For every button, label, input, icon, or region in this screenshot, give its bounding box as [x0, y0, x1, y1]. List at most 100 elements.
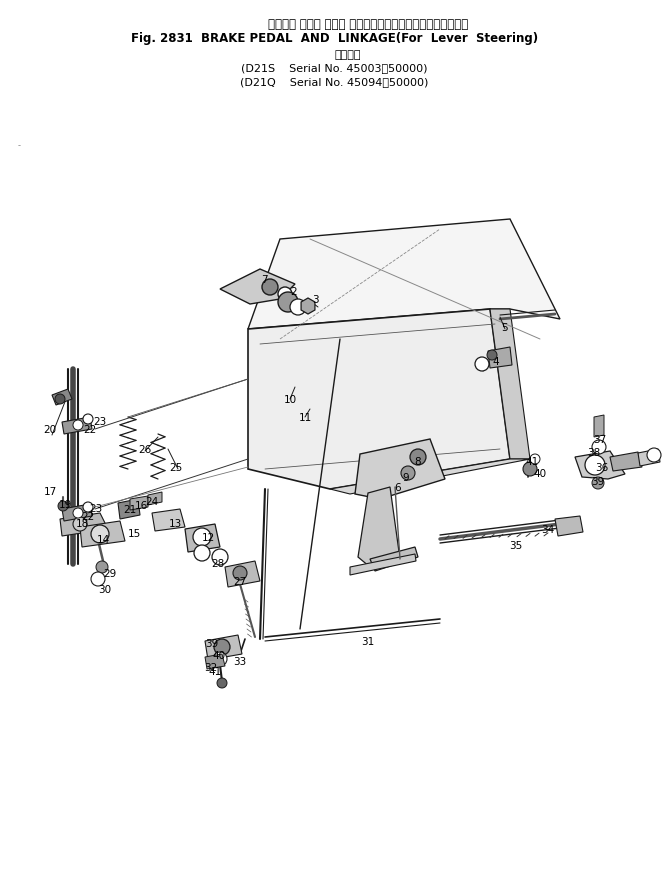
Text: 12: 12	[201, 532, 215, 542]
Text: 24: 24	[145, 496, 159, 506]
Text: 38: 38	[587, 447, 601, 458]
Text: 8: 8	[415, 457, 421, 467]
Text: 5: 5	[500, 323, 507, 332]
Text: (D21Q    Serial No. 45094～50000): (D21Q Serial No. 45094～50000)	[240, 77, 429, 87]
Polygon shape	[358, 488, 400, 567]
Text: (D21S    Serial No. 45003～50000): (D21S Serial No. 45003～50000)	[242, 63, 427, 73]
Circle shape	[475, 358, 489, 372]
Polygon shape	[301, 299, 315, 315]
Text: 10: 10	[284, 395, 296, 404]
Text: 41: 41	[525, 457, 539, 467]
Circle shape	[83, 415, 93, 424]
Circle shape	[592, 440, 606, 454]
Circle shape	[585, 455, 605, 475]
Circle shape	[212, 549, 228, 566]
Circle shape	[193, 529, 211, 546]
Polygon shape	[80, 522, 125, 547]
Circle shape	[647, 448, 661, 462]
Text: 16: 16	[134, 501, 148, 510]
Circle shape	[194, 545, 210, 561]
Circle shape	[487, 351, 497, 360]
Polygon shape	[205, 654, 225, 669]
Circle shape	[83, 503, 93, 512]
Text: 29: 29	[104, 568, 116, 578]
Text: 15: 15	[127, 529, 140, 538]
Polygon shape	[488, 347, 512, 368]
Circle shape	[213, 652, 227, 667]
Polygon shape	[185, 524, 220, 553]
Circle shape	[55, 395, 65, 404]
Circle shape	[73, 509, 83, 518]
Circle shape	[217, 678, 227, 688]
Circle shape	[530, 454, 540, 465]
Polygon shape	[52, 389, 72, 405]
Text: 31: 31	[361, 637, 375, 646]
Text: 4: 4	[492, 357, 499, 367]
Circle shape	[410, 450, 426, 466]
Polygon shape	[130, 496, 148, 510]
Text: 26: 26	[138, 445, 152, 454]
Text: Fig. 2831  BRAKE PEDAL  AND  LINKAGE(For  Lever  Steering): Fig. 2831 BRAKE PEDAL AND LINKAGE(For Le…	[131, 32, 538, 45]
Text: 22: 22	[82, 511, 94, 522]
Text: 39: 39	[591, 476, 605, 487]
Polygon shape	[248, 220, 560, 330]
Text: 33: 33	[233, 656, 247, 667]
Polygon shape	[355, 439, 445, 499]
Circle shape	[262, 280, 278, 296]
Circle shape	[91, 573, 105, 587]
Text: 41: 41	[208, 667, 221, 676]
Circle shape	[233, 567, 247, 581]
Text: 19: 19	[58, 499, 72, 510]
Text: 36: 36	[595, 462, 609, 473]
Circle shape	[278, 293, 298, 312]
Text: 20: 20	[43, 424, 57, 434]
Polygon shape	[490, 310, 530, 460]
Polygon shape	[205, 635, 242, 660]
Text: 21: 21	[123, 504, 136, 515]
Circle shape	[58, 502, 68, 511]
Circle shape	[96, 561, 108, 574]
Text: ブレーキ ペダル および リンケージ（レバーステアリング用）: ブレーキ ペダル および リンケージ（レバーステアリング用）	[268, 18, 468, 31]
Polygon shape	[610, 453, 642, 472]
Text: 13: 13	[169, 518, 181, 529]
Text: 18: 18	[76, 518, 88, 529]
Circle shape	[523, 462, 537, 476]
Polygon shape	[350, 554, 416, 575]
Circle shape	[73, 517, 87, 531]
Text: 7: 7	[261, 275, 268, 285]
Polygon shape	[638, 450, 660, 467]
Circle shape	[592, 477, 604, 489]
Text: 3: 3	[312, 295, 318, 304]
Circle shape	[278, 288, 292, 302]
Polygon shape	[220, 270, 295, 304]
Circle shape	[214, 639, 230, 655]
Polygon shape	[248, 310, 510, 489]
Text: 適用号機: 適用号機	[334, 50, 361, 60]
Text: 9: 9	[403, 473, 409, 482]
Polygon shape	[594, 416, 604, 438]
Text: 34: 34	[541, 524, 555, 534]
Text: 37: 37	[593, 434, 607, 445]
Polygon shape	[148, 493, 162, 505]
Text: 27: 27	[233, 576, 247, 587]
Polygon shape	[370, 547, 418, 571]
Polygon shape	[60, 513, 108, 537]
Polygon shape	[62, 417, 92, 434]
Text: 40: 40	[213, 650, 225, 660]
Text: -: -	[18, 141, 21, 150]
Text: 35: 35	[509, 540, 522, 551]
Text: 40: 40	[533, 468, 547, 479]
Polygon shape	[555, 517, 583, 537]
Text: 39: 39	[205, 638, 219, 648]
Text: 6: 6	[395, 482, 401, 493]
Text: 2: 2	[291, 287, 297, 296]
Polygon shape	[330, 460, 530, 495]
Circle shape	[401, 467, 415, 481]
Polygon shape	[575, 452, 625, 480]
Polygon shape	[118, 499, 140, 519]
Text: 28: 28	[211, 559, 225, 568]
Text: 30: 30	[98, 584, 112, 595]
Polygon shape	[62, 504, 92, 522]
Text: 25: 25	[169, 462, 183, 473]
Text: 22: 22	[84, 424, 96, 434]
